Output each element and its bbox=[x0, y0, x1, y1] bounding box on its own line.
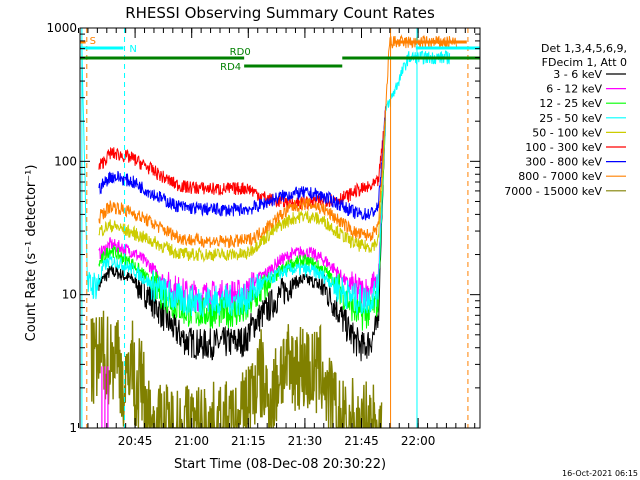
legend-label-8: 7000 - 15000 keV bbox=[504, 185, 602, 198]
x-tick-label: 21:45 bbox=[344, 434, 379, 448]
legend-label-5: 100 - 300 keV bbox=[525, 141, 602, 154]
x-axis-label: Start Time (08-Dec-08 20:30:22) bbox=[174, 457, 386, 472]
legend-label-2: 12 - 25 keV bbox=[539, 97, 602, 110]
series-line-6 bbox=[98, 106, 386, 221]
legend-label-6: 300 - 800 keV bbox=[525, 156, 602, 169]
legend-label-0: 3 - 6 keV bbox=[553, 68, 602, 81]
legend-header: Det 1,3,4,5,6,9, bbox=[541, 42, 627, 55]
chart-title: RHESSI Observing Summary Count Rates bbox=[125, 4, 435, 22]
series-line-8 bbox=[90, 310, 383, 428]
y-tick-label: 100 bbox=[54, 154, 77, 168]
night-label: N bbox=[129, 44, 136, 55]
axes-frame bbox=[79, 27, 481, 429]
legend-label-4: 50 - 100 keV bbox=[532, 126, 602, 139]
y-axis-label: Count Rate (s⁻¹ detector⁻¹) bbox=[24, 165, 39, 342]
att-label-rd0: RD0 bbox=[230, 47, 251, 58]
x-tick-label: 21:15 bbox=[231, 434, 266, 448]
y-tick-label: 1000 bbox=[46, 21, 77, 35]
legend-label-1: 6 - 12 keV bbox=[546, 83, 602, 96]
series-line-0 bbox=[98, 112, 386, 362]
x-tick-label: 21:30 bbox=[288, 434, 323, 448]
plot-area: RD0 RD4 S N 1 10 100 1000 20:45 21:00 21:15 21:30 21… bbox=[46, 21, 481, 448]
timestamp: 16-Oct-2021 06:15 bbox=[562, 469, 638, 478]
x-tick-label: 20:45 bbox=[118, 434, 153, 448]
series-line-7 bbox=[98, 34, 458, 249]
y-tick-label: 1 bbox=[69, 421, 77, 435]
x-tick-label: 22:00 bbox=[401, 434, 436, 448]
series-line-5 bbox=[98, 110, 386, 210]
legend-header: FDecim 1, Att 0 bbox=[542, 56, 627, 69]
legend-label-3: 25 - 50 keV bbox=[539, 112, 602, 125]
legend-label-7: 800 - 7000 keV bbox=[518, 170, 602, 183]
x-tick-label: 21:00 bbox=[174, 434, 209, 448]
legend: Det 1,3,4,5,6,9,FDecim 1, Att 03 - 6 keV… bbox=[504, 42, 627, 198]
att-label-rd4: RD4 bbox=[220, 62, 241, 73]
series-line-4 bbox=[98, 109, 386, 263]
series-line-3 bbox=[81, 44, 451, 317]
plot-content bbox=[80, 28, 480, 428]
saa-label: S bbox=[90, 36, 96, 47]
y-tick-label: 10 bbox=[62, 288, 77, 302]
